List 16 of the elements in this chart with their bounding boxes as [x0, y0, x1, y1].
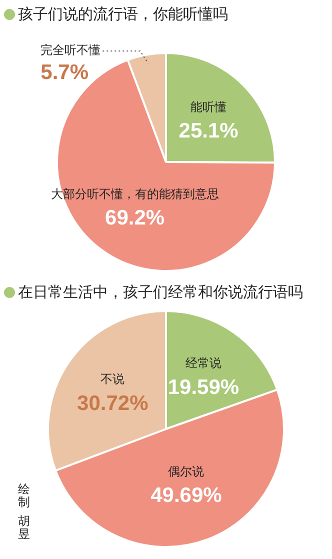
chart-title: 在日常生活中，孩子们经常和你说流行语吗 — [18, 282, 303, 302]
slice-label: 完全听不懂 — [40, 43, 101, 58]
text: 胡昱 — [18, 514, 31, 541]
slice-label: 偶尔说 — [168, 464, 204, 479]
chart-title: 孩子们说的流行语，你能听懂吗 — [18, 4, 228, 24]
slice-label: 大部分听不懂，有的能猜到意思 — [50, 186, 219, 201]
data-label: 5.7% — [40, 60, 89, 84]
data-label: 25.1% — [178, 120, 239, 143]
slice-label: 经常说 — [185, 356, 222, 370]
data-label: 69.2% — [105, 206, 165, 230]
slice-label: 能听懂 — [190, 100, 227, 114]
data-label: 49.69% — [150, 484, 222, 508]
data-label: 30.72% — [77, 392, 149, 415]
slice-label: 不说 — [100, 372, 125, 386]
data-label: 19.59% — [168, 376, 240, 399]
text: 绘制 — [18, 482, 31, 509]
